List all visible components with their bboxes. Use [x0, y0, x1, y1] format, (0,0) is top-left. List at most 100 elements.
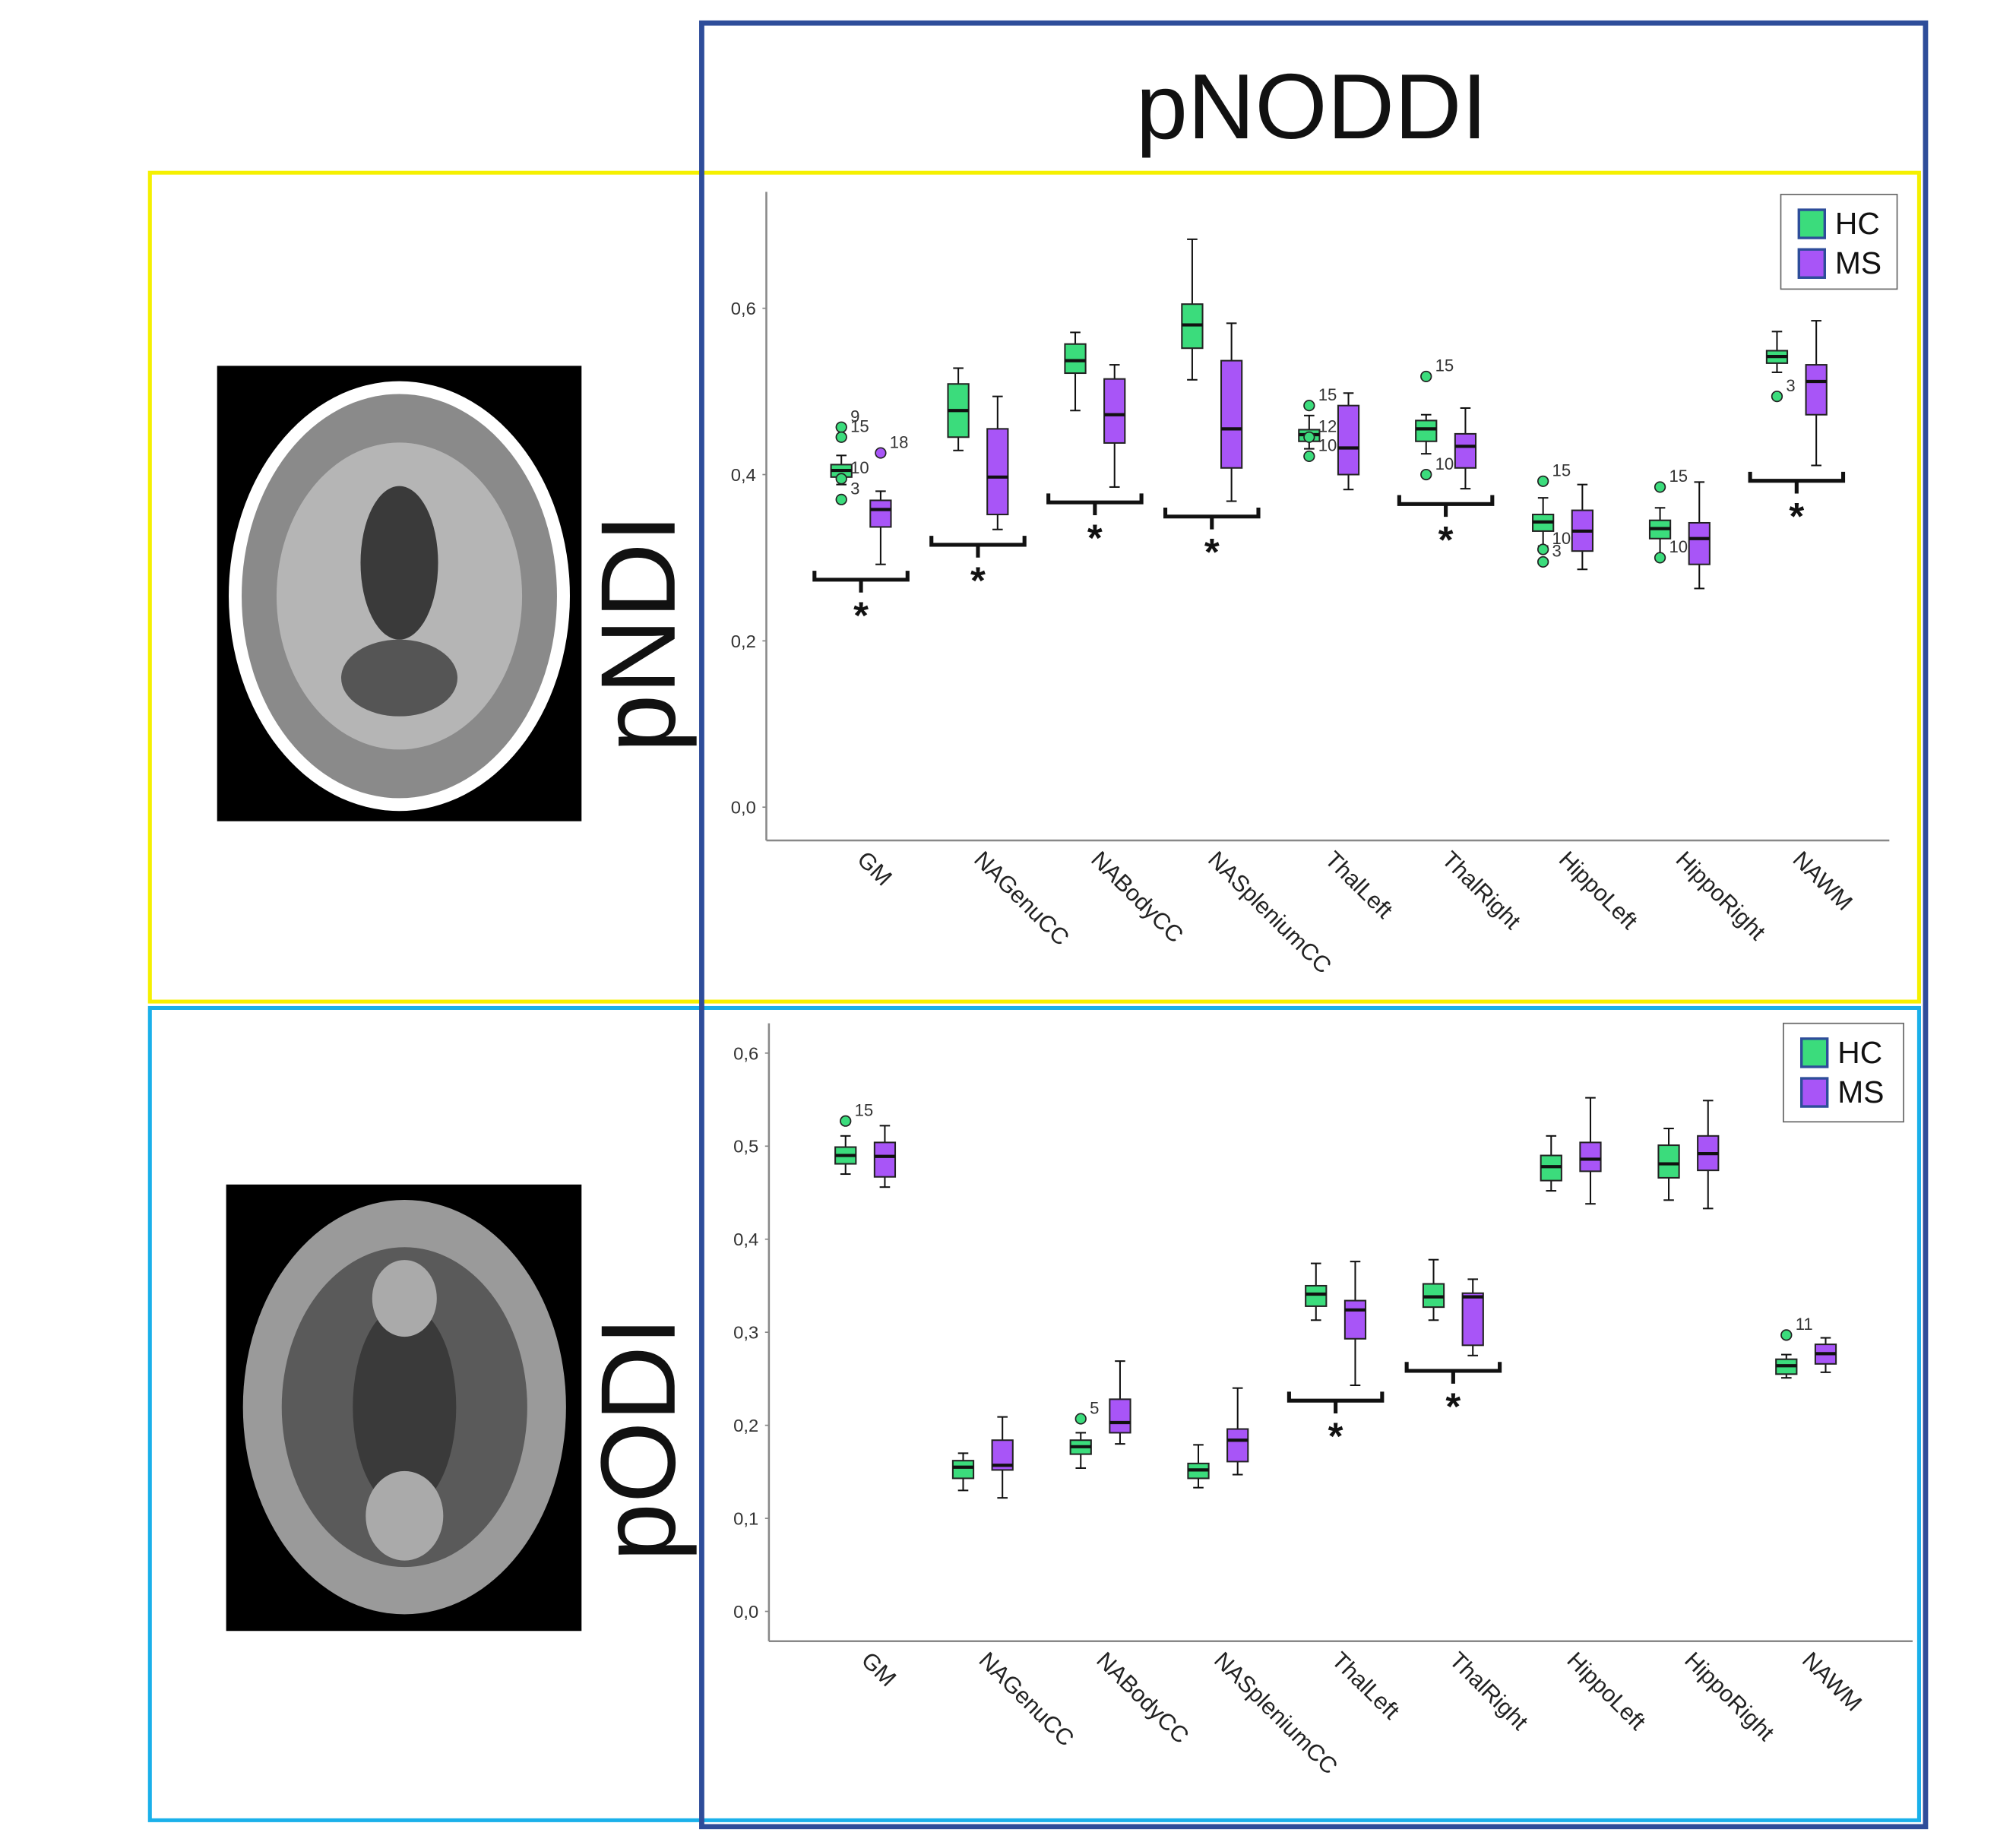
outlier	[1654, 481, 1666, 493]
pndi-frame	[147, 170, 1922, 1004]
outlier-label: 15	[1318, 385, 1337, 404]
outlier-label: 9	[850, 407, 859, 426]
panel-label: pNDI	[579, 514, 698, 752]
box	[1103, 378, 1126, 444]
outlier	[875, 447, 887, 459]
y-tick-label: 0,5	[733, 1138, 758, 1157]
significance-bracket	[1397, 495, 1495, 517]
legend-label: MS	[1835, 245, 1881, 280]
panel-label: pODI	[579, 1317, 698, 1562]
outlier	[1074, 1413, 1087, 1425]
outlier-label: 15	[855, 1101, 874, 1120]
outlier	[1537, 475, 1549, 487]
outlier-label: 18	[890, 432, 909, 451]
outlier	[835, 473, 847, 485]
significance-bracket	[1748, 471, 1846, 494]
outlier-label: 10	[1552, 529, 1571, 548]
significance-bracket	[1287, 1391, 1385, 1414]
outlier-label: 10	[850, 458, 869, 477]
y-tick-label: 0,3	[733, 1324, 758, 1344]
outlier	[1780, 1329, 1793, 1341]
legend-swatch	[1797, 248, 1827, 279]
outlier-label: 3	[1786, 376, 1795, 395]
box	[1109, 1398, 1131, 1434]
outlier	[1537, 543, 1549, 555]
outlier-label: 3	[1552, 542, 1562, 561]
y-tick-label: 0,6	[731, 299, 756, 319]
box	[1305, 1284, 1328, 1307]
y-tick-label: 0,1	[733, 1510, 758, 1530]
box	[1657, 1144, 1680, 1179]
box	[1337, 404, 1360, 476]
significance-marker: *	[1438, 518, 1454, 562]
outlier-label: 10	[1318, 436, 1337, 455]
outlier-label: 15	[850, 417, 869, 436]
brain-image-pndi	[217, 366, 582, 821]
outlier	[1303, 450, 1315, 463]
outlier	[835, 431, 847, 443]
box	[869, 499, 892, 528]
y-tick-label: 0,4	[731, 466, 756, 486]
significance-bracket	[1163, 507, 1261, 530]
box	[1415, 419, 1438, 442]
significance-marker: *	[1445, 1385, 1461, 1428]
box	[1343, 1299, 1367, 1340]
significance-marker: *	[970, 559, 986, 602]
outlier-label: 12	[1318, 417, 1337, 436]
outlier-label: 15	[1552, 461, 1571, 480]
outlier	[835, 421, 847, 433]
significance-bracket	[929, 536, 1027, 558]
box	[1579, 1141, 1602, 1173]
significance-bracket	[1404, 1362, 1502, 1384]
box	[1454, 432, 1477, 469]
box	[1688, 521, 1711, 565]
box	[1064, 343, 1087, 375]
y-tick-label: 0,2	[733, 1416, 758, 1436]
outlier-label: 10	[1435, 454, 1454, 473]
significance-bracket	[812, 571, 910, 593]
brain-image-podi	[226, 1184, 582, 1632]
box	[951, 1460, 975, 1480]
podi-frame	[147, 1005, 1922, 1822]
significance-marker: *	[1087, 516, 1103, 559]
figure-title: pNODDI	[1136, 55, 1488, 157]
outlier	[1771, 391, 1783, 403]
y-tick-label: 0,0	[731, 799, 756, 818]
outlier	[1537, 555, 1549, 568]
outlier-label: 5	[1090, 1398, 1099, 1417]
y-tick-label: 0,2	[731, 632, 756, 652]
box	[1220, 359, 1243, 469]
y-tick-label: 0,0	[733, 1603, 758, 1622]
outlier-label: 11	[1796, 1315, 1813, 1334]
legend-swatch	[1799, 1077, 1829, 1108]
outlier-label: 3	[850, 479, 859, 498]
box	[986, 428, 1009, 516]
outlier-label: 10	[1669, 537, 1688, 556]
significance-marker: *	[1789, 495, 1804, 538]
outlier-label: 15	[1435, 356, 1454, 375]
outlier	[840, 1115, 852, 1127]
legend-label: HC	[1837, 1035, 1882, 1070]
y-tick-label: 0,4	[733, 1230, 758, 1250]
pnoddi-frame	[699, 20, 1929, 1830]
outlier	[1303, 431, 1315, 443]
box	[873, 1141, 897, 1178]
y-tick-label: 0,6	[733, 1044, 758, 1064]
box	[1226, 1428, 1249, 1463]
significance-marker: *	[853, 593, 869, 637]
outlier	[1420, 370, 1432, 382]
box	[1461, 1292, 1484, 1347]
outlier	[1303, 400, 1315, 412]
significance-marker: *	[1204, 530, 1220, 574]
outlier	[1420, 468, 1432, 481]
legend-label: HC	[1835, 206, 1880, 241]
box	[1805, 364, 1828, 416]
outlier	[1654, 552, 1666, 564]
outlier	[835, 493, 847, 505]
significance-bracket	[1046, 493, 1144, 515]
significance-marker: *	[1328, 1414, 1343, 1457]
legend-label: MS	[1837, 1074, 1884, 1109]
legend-swatch	[1799, 1037, 1829, 1068]
legend-swatch	[1797, 208, 1827, 239]
